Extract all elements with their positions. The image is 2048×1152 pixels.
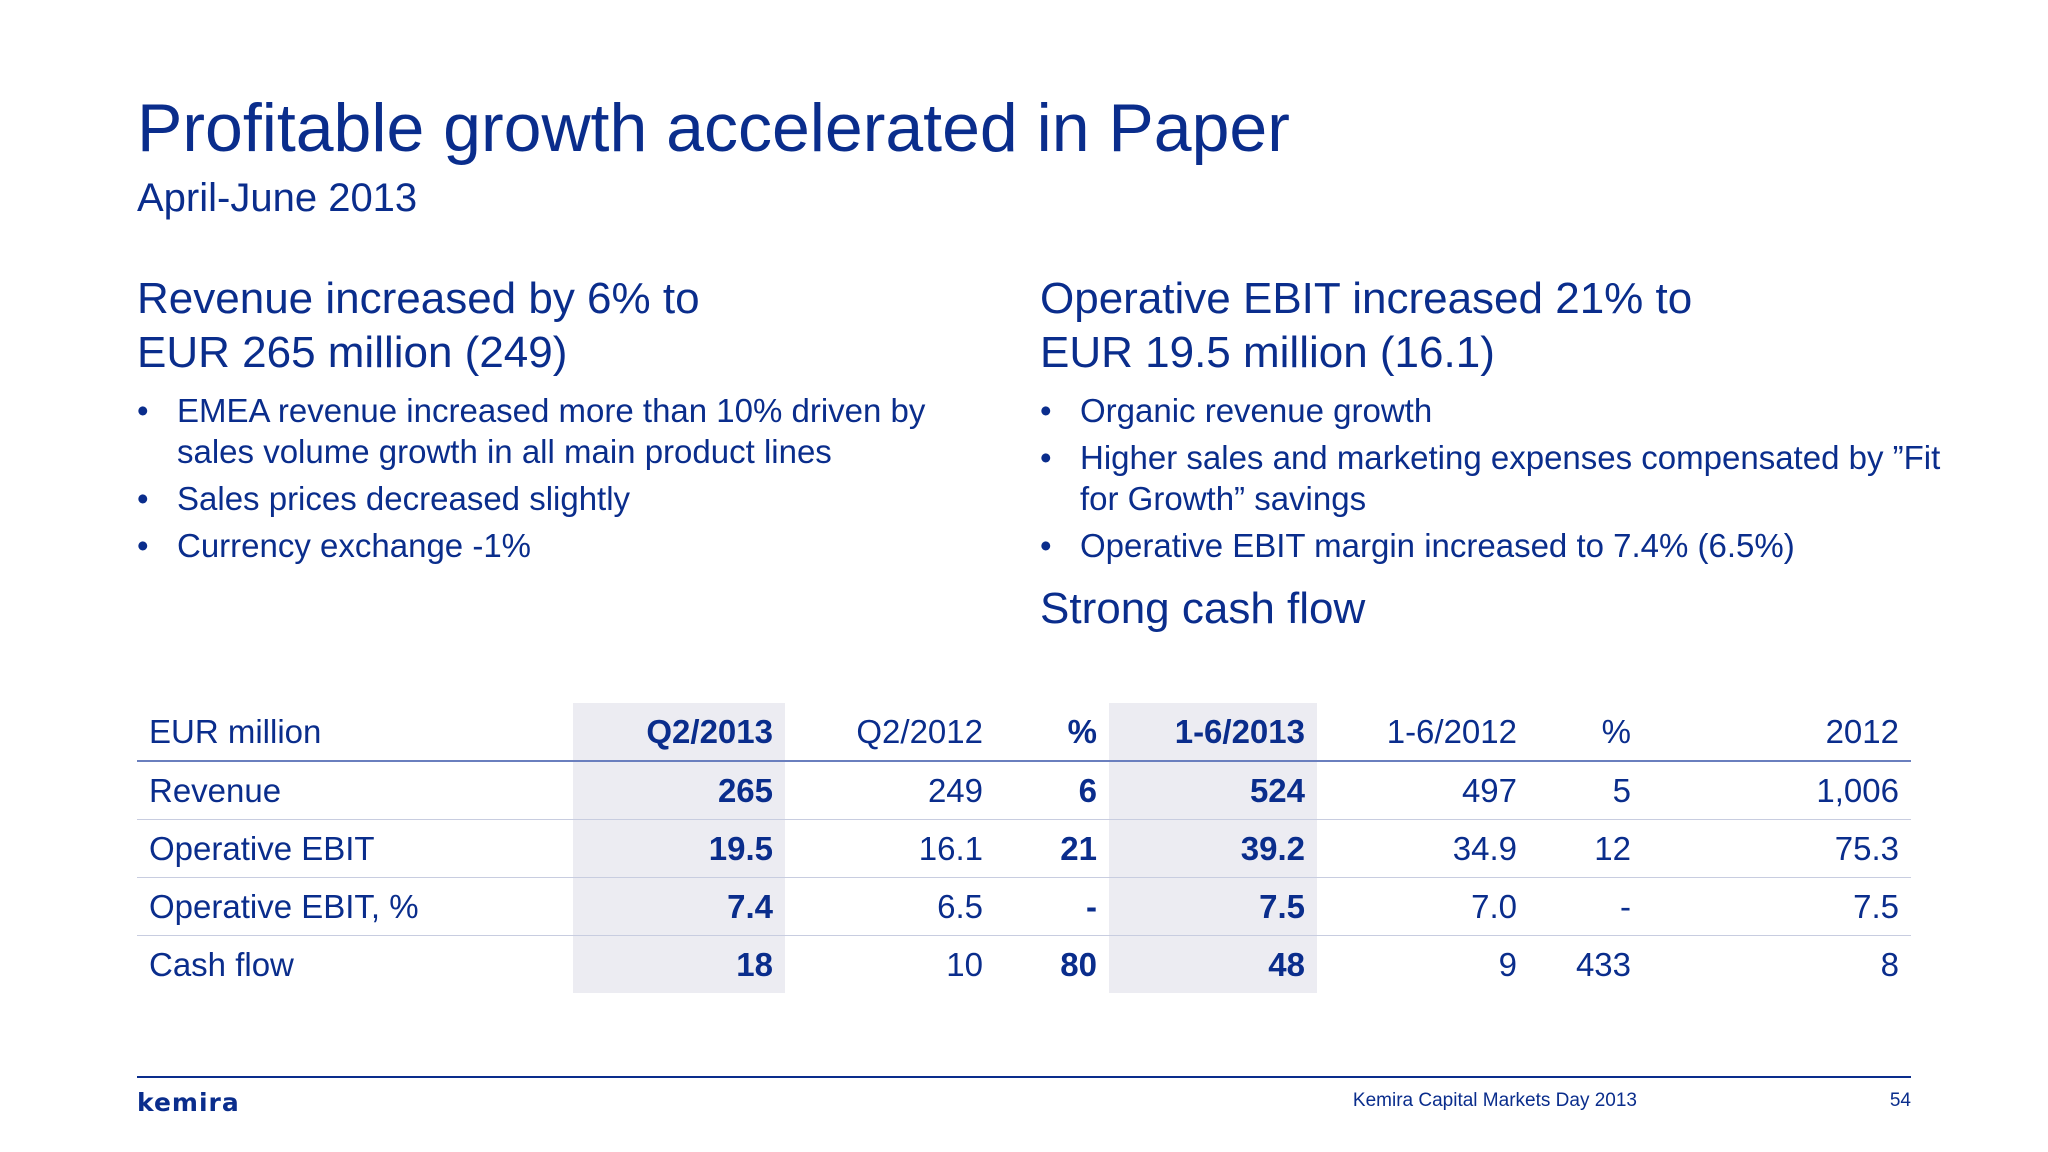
- header-h1-2012: 1-6/2012: [1317, 703, 1529, 762]
- cell-value: 48: [1109, 935, 1317, 993]
- table-header-row: EUR million Q2/2013 Q2/2012 % 1-6/2013 1…: [137, 703, 1911, 762]
- cell-value: 12: [1529, 819, 1643, 878]
- cell-value: 7.4: [573, 877, 785, 936]
- header-2012: 2012: [1643, 703, 1911, 762]
- header-h1-percent: %: [1529, 703, 1643, 762]
- cell-value: 9: [1498, 945, 1517, 983]
- table-row: Operative EBIT 19.5 16.1 21 39.2 34.9 12…: [137, 819, 1911, 878]
- bullet-text: Currency exchange -1%: [177, 527, 532, 564]
- cell-value: 249: [785, 761, 995, 820]
- list-item: • Sales prices decreased slightly: [137, 478, 997, 519]
- cell-value: 6.5: [785, 877, 995, 936]
- row-label: Revenue: [137, 761, 573, 820]
- footer-divider: [137, 1076, 1911, 1078]
- kemira-logo: kemira: [137, 1088, 240, 1117]
- cell-value: 75.3: [1643, 819, 1911, 878]
- table-row: Revenue 265 249 6 524 497 5 1,006: [137, 761, 1911, 820]
- cell-value: 16.1: [785, 819, 995, 878]
- right-heading-line1: Operative EBIT increased 21% to: [1040, 274, 1693, 323]
- cell-value: 497: [1317, 761, 1529, 820]
- header-q2-2012: Q2/2012: [785, 703, 995, 762]
- list-item: • Organic revenue growth: [1040, 390, 1960, 431]
- cell-value: 34.9: [1317, 819, 1529, 878]
- cell-value: -: [995, 877, 1109, 936]
- left-heading-line2: EUR 265 million (249): [137, 328, 568, 377]
- left-column: Revenue increased by 6% to EUR 265 milli…: [137, 272, 997, 572]
- bullet-icon: •: [137, 480, 149, 517]
- cell-value: 6: [995, 761, 1109, 820]
- bullet-icon: •: [137, 527, 149, 564]
- cell-value: 265: [573, 761, 785, 820]
- cell-value: 433: [1575, 945, 1631, 983]
- right-heading-line2: EUR 19.5 million (16.1): [1040, 328, 1495, 377]
- row-label: Operative EBIT, %: [137, 877, 573, 936]
- right-heading: Operative EBIT increased 21% to EUR 19.5…: [1040, 272, 1960, 380]
- right-column: Operative EBIT increased 21% to EUR 19.5…: [1040, 272, 1960, 636]
- cell-value: 1,006: [1643, 761, 1911, 820]
- bullet-icon: •: [1040, 527, 1052, 564]
- row-label: Cash flow: [149, 945, 294, 983]
- list-item: • EMEA revenue increased more than 10% dr…: [137, 390, 997, 472]
- bullet-icon: •: [137, 392, 149, 429]
- footer-event-text: Kemira Capital Markets Day 2013: [1352, 1090, 1637, 1111]
- cell-value: 524: [1109, 761, 1317, 820]
- financial-table: EUR million Q2/2013 Q2/2012 % 1-6/2013 1…: [137, 703, 1911, 993]
- bullet-text: Organic revenue growth: [1080, 392, 1433, 429]
- row-label: Operative EBIT: [137, 819, 573, 878]
- cell-value: 8: [1880, 945, 1899, 983]
- cell-value: 80: [1060, 945, 1097, 983]
- cell-value: -: [1529, 877, 1643, 936]
- header-q2-percent: %: [995, 703, 1109, 762]
- page-number: 54: [1889, 1090, 1911, 1111]
- bullet-text: Operative EBIT margin increased to 7.4% …: [1080, 527, 1795, 564]
- header-eur-million: EUR million: [137, 703, 573, 762]
- cell-value: 10: [946, 945, 983, 983]
- slide-title: Profitable growth accelerated in Paper: [137, 90, 1290, 166]
- cell-value: 5: [1529, 761, 1643, 820]
- cell-value: 19.5: [573, 819, 785, 878]
- right-bullet-list: • Organic revenue growth • Higher sales an…: [1040, 390, 1960, 566]
- bullet-icon: •: [1040, 392, 1052, 429]
- header-q2-2013: Q2/2013: [573, 703, 785, 762]
- cell-value: 39.2: [1109, 819, 1317, 878]
- bullet-icon: •: [1040, 439, 1052, 476]
- table-row: Operative EBIT, % 7.4 6.5 - 7.5 7.0 - 7.…: [137, 877, 1911, 936]
- cell-value: 7.5: [1643, 877, 1911, 936]
- cell-value: 18: [573, 935, 785, 993]
- bullet-text: Sales prices decreased slightly: [177, 480, 631, 517]
- list-item: • Operative EBIT margin increased to 7.4%…: [1040, 525, 1960, 566]
- left-heading-line1: Revenue increased by 6% to: [137, 274, 700, 323]
- left-bullet-list: • EMEA revenue increased more than 10% dr…: [137, 390, 997, 566]
- table-row: Cash flow 18 10 80 48 9 433 8: [137, 935, 1911, 993]
- slide-subtitle: April-June 2013: [137, 176, 418, 220]
- bullet-text: EMEA revenue increased more than 10% dri…: [177, 392, 926, 470]
- list-item: • Currency exchange -1%: [137, 525, 997, 566]
- header-h1-2013: 1-6/2013: [1109, 703, 1317, 762]
- list-item: • Higher sales and marketing expenses com…: [1040, 437, 1960, 519]
- cell-value: 7.0: [1317, 877, 1529, 936]
- cash-flow-heading: Strong cash flow: [1040, 584, 1366, 633]
- left-heading: Revenue increased by 6% to EUR 265 milli…: [137, 272, 997, 380]
- cell-value: 21: [995, 819, 1109, 878]
- bullet-text: Higher sales and marketing expenses comp…: [1080, 439, 1941, 517]
- cell-value: 7.5: [1109, 877, 1317, 936]
